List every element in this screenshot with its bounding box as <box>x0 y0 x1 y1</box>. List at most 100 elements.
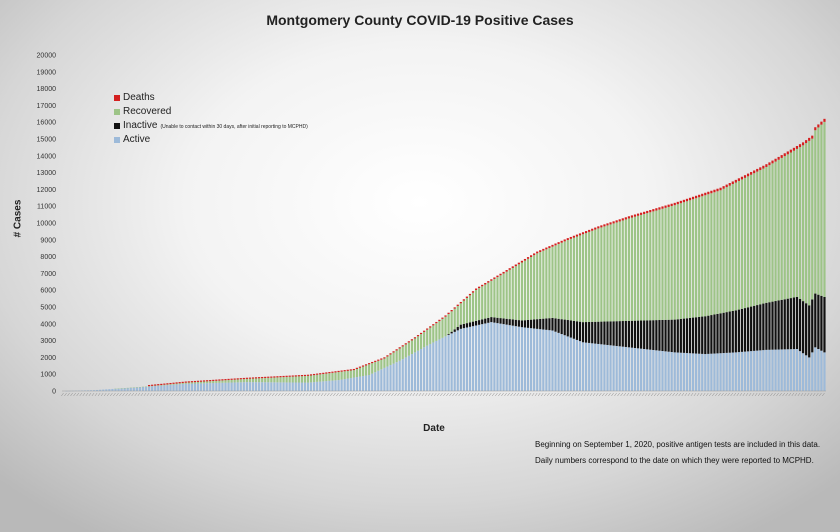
x-tick-mark <box>351 392 355 397</box>
bar-segment-inactive <box>679 318 682 353</box>
bar-segment-inactive <box>478 320 481 325</box>
bar-segment-active <box>786 349 789 391</box>
bar-segment-recovered <box>242 379 245 383</box>
bar-segment-active <box>172 384 175 391</box>
bar-segment-recovered <box>514 266 517 320</box>
bar-segment-active <box>242 382 245 391</box>
x-tick-mark <box>482 392 486 397</box>
bar-segment-active <box>209 383 212 391</box>
bar-segment-deaths <box>530 255 533 257</box>
bar-segment-active <box>148 386 151 391</box>
bar-segment-active <box>459 328 462 391</box>
bar-segment-recovered <box>349 370 352 379</box>
bar-segment-active <box>190 383 193 391</box>
x-tick-mark <box>479 392 483 397</box>
bar-segment-deaths <box>658 207 661 210</box>
bar-segment-active <box>704 354 707 391</box>
bar-segment-deaths <box>358 366 362 368</box>
bar-segment-recovered <box>398 348 401 361</box>
bar-segment-recovered <box>441 318 444 338</box>
bar-segment-active <box>746 351 750 391</box>
bar-segment-deaths <box>569 236 572 239</box>
x-tick-mark <box>256 392 260 397</box>
bar-segment-deaths <box>416 335 420 337</box>
bar-segment-recovered <box>505 271 508 319</box>
bar-segment-inactive <box>743 308 747 352</box>
bar-segment-deaths <box>487 281 490 283</box>
bar-segment-inactive <box>820 295 823 351</box>
bar-segment-active <box>670 352 673 391</box>
bar-segment-inactive <box>801 301 805 354</box>
x-tick-mark <box>360 392 364 397</box>
bar-segment-recovered <box>193 382 197 384</box>
bar-segment-recovered <box>734 182 737 311</box>
bar-segment-recovered <box>419 334 423 349</box>
bar-segment-deaths <box>545 247 548 250</box>
bar-segment-active <box>612 345 615 391</box>
bar-segment-deaths <box>640 212 643 215</box>
bar-segment-active <box>753 350 756 391</box>
bar-segment-deaths <box>148 384 151 387</box>
x-tick-mark <box>103 392 107 397</box>
bar-segment-inactive <box>447 334 450 335</box>
bar-segment-deaths <box>539 250 542 252</box>
bar-segment-recovered <box>762 168 765 304</box>
x-tick-mark <box>638 392 642 397</box>
bar-segment-active <box>132 387 135 391</box>
bar-segment-active <box>230 382 233 391</box>
bar-segment-recovered <box>612 223 615 322</box>
bar-segment-active <box>221 382 224 391</box>
bar-segment-deaths <box>340 370 343 372</box>
bar-segment-active <box>392 363 395 391</box>
bar-segment-active <box>215 382 218 391</box>
bar-segment-deaths <box>551 244 554 247</box>
x-tick-mark <box>400 392 403 397</box>
bar-segment-inactive <box>823 296 826 353</box>
bar-segment-active <box>123 388 126 391</box>
bar-segment-recovered <box>294 376 297 383</box>
legend-label-inactive-text: Inactive <box>123 120 158 131</box>
bar-segment-active <box>643 349 646 391</box>
bar-segment-inactive <box>771 301 774 350</box>
x-tick-mark <box>513 392 517 397</box>
bar-segment-active <box>239 382 242 391</box>
bar-segment-recovered <box>691 199 695 318</box>
bar-segment-inactive <box>511 319 514 326</box>
bar-segment-deaths <box>612 221 615 224</box>
bar-segment-recovered <box>652 211 655 321</box>
bar-segment-recovered <box>343 371 346 380</box>
bar-segment-recovered <box>670 206 673 320</box>
bar-segment-recovered <box>352 370 355 378</box>
x-tick-mark <box>568 392 572 397</box>
x-tick-mark <box>605 392 608 397</box>
bar-segment-active <box>157 385 160 391</box>
bar-segment-active <box>319 381 322 391</box>
bar-segment-recovered <box>615 222 618 322</box>
x-tick-mark <box>250 392 254 397</box>
bar-segment-deaths <box>609 222 612 225</box>
bar-segment-recovered <box>389 354 392 366</box>
bar-segment-deaths <box>643 211 646 215</box>
bar-segment-recovered <box>258 378 261 383</box>
bar-segment-recovered <box>368 364 371 376</box>
x-tick-mark <box>675 392 678 397</box>
x-tick-mark <box>140 392 144 397</box>
bar-segment-active <box>743 351 747 391</box>
bar-segment-active <box>484 323 487 391</box>
bar-segment-deaths <box>691 196 695 200</box>
bar-segment-deaths <box>401 345 404 347</box>
bar-segment-deaths <box>389 353 392 355</box>
legend-inactive-note: (Unable to contact within 30 days, after… <box>160 124 308 130</box>
x-tick-mark <box>418 392 422 397</box>
bar-segment-inactive <box>597 321 600 344</box>
bar-segment-recovered <box>572 237 575 321</box>
x-tick-mark <box>158 392 162 397</box>
bar-segment-recovered <box>630 217 634 321</box>
x-tick-mark <box>165 392 168 397</box>
bar-segment-deaths <box>627 216 630 219</box>
bar-segment-recovered <box>471 292 475 322</box>
x-tick-mark <box>229 392 232 397</box>
bar-segment-deaths <box>203 380 206 382</box>
bar-segment-deaths <box>575 234 579 237</box>
bar-segment-deaths <box>581 232 585 235</box>
